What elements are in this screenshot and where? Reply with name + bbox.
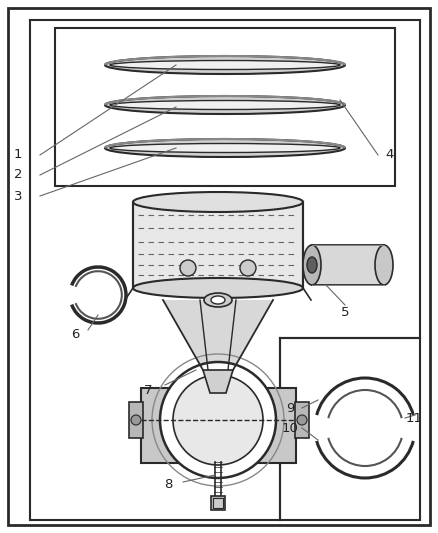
- Bar: [280, 338, 420, 520]
- Bar: [211, 496, 225, 510]
- Polygon shape: [163, 300, 273, 370]
- Ellipse shape: [105, 96, 345, 114]
- Ellipse shape: [133, 278, 303, 298]
- Bar: [312, 245, 384, 285]
- Circle shape: [240, 260, 256, 276]
- Ellipse shape: [110, 101, 340, 109]
- Circle shape: [180, 260, 196, 276]
- Bar: [55, 28, 395, 186]
- Text: 5: 5: [341, 305, 349, 319]
- Ellipse shape: [105, 56, 345, 74]
- Bar: [295, 402, 309, 438]
- Circle shape: [297, 415, 307, 425]
- Ellipse shape: [105, 139, 345, 157]
- Text: 7: 7: [144, 384, 152, 397]
- Text: 4: 4: [386, 149, 394, 161]
- Text: 10: 10: [282, 422, 298, 434]
- Ellipse shape: [110, 61, 340, 69]
- Bar: [141, 388, 296, 463]
- Ellipse shape: [307, 257, 317, 273]
- Text: 2: 2: [14, 168, 22, 182]
- Ellipse shape: [204, 293, 232, 307]
- Bar: [213, 498, 223, 508]
- Text: 9: 9: [286, 401, 294, 415]
- Text: 6: 6: [71, 328, 79, 342]
- Bar: [129, 402, 143, 438]
- Text: 3: 3: [14, 190, 22, 203]
- Ellipse shape: [133, 192, 303, 212]
- Circle shape: [160, 362, 276, 478]
- Ellipse shape: [375, 245, 393, 285]
- Polygon shape: [203, 370, 233, 393]
- Circle shape: [131, 415, 141, 425]
- Text: 11: 11: [406, 411, 423, 424]
- Bar: [133, 202, 303, 288]
- Circle shape: [173, 375, 263, 465]
- Ellipse shape: [211, 296, 225, 304]
- Text: 8: 8: [164, 479, 172, 491]
- Ellipse shape: [110, 143, 340, 152]
- Text: 1: 1: [14, 149, 22, 161]
- Ellipse shape: [303, 245, 321, 285]
